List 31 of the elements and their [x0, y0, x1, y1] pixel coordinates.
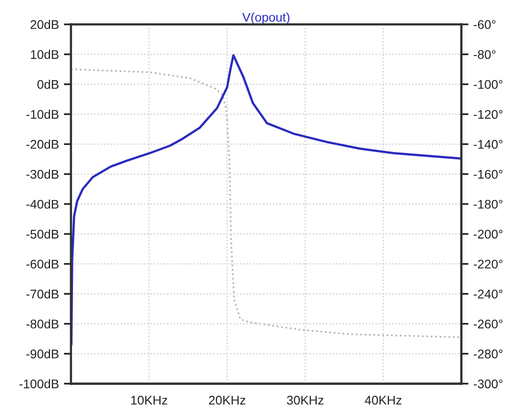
y2-tick-label: -180°: [474, 200, 502, 209]
y2-tick-label: -160°: [474, 170, 502, 179]
x-tick-label: 30KHz: [286, 396, 324, 405]
y-tick-label: 0dB: [37, 80, 59, 89]
y2-tick-label: -60°: [474, 20, 496, 30]
y-tick-label: -80dB: [26, 319, 59, 328]
chart-title: V(opout): [242, 12, 290, 24]
x-tick-label: 40KHz: [364, 396, 402, 405]
y-tick-label: -100dB: [19, 379, 59, 388]
y-tick-label: -20dB: [26, 140, 59, 149]
y2-tick-label: -300°: [474, 379, 502, 388]
y-tick-label: -30dB: [26, 170, 59, 179]
y2-tick-label: -220°: [474, 260, 502, 269]
y-tick-label: -60dB: [26, 259, 59, 269]
y-tick-label: -90dB: [26, 349, 59, 358]
y-tick-label: -70dB: [26, 289, 59, 298]
y-tick-label: -40dB: [26, 199, 59, 209]
y-tick-label: -50dB: [26, 229, 59, 239]
y2-tick-label: -140°: [474, 140, 502, 149]
x-tick-label: 20KHz: [209, 396, 246, 405]
y2-tick-label: -100°: [474, 80, 502, 89]
y2-tick-label: -80°: [474, 50, 496, 59]
y2-tick-label: -260°: [474, 320, 502, 328]
y2-tick-label: -120°: [474, 110, 502, 119]
y2-tick-label: -280°: [474, 350, 502, 358]
y-tick-label: -10dB: [26, 110, 59, 119]
y-tick-label: 20dB: [30, 20, 59, 30]
y-tick-label: 10dB: [30, 50, 59, 59]
x-tick-label: 10KHz: [131, 396, 168, 405]
y2-tick-label: -240°: [474, 290, 502, 298]
y2-tick-label: -200°: [474, 230, 502, 239]
